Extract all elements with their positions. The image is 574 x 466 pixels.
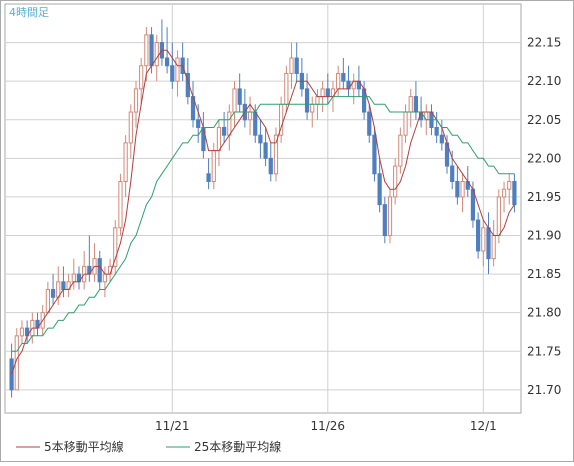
candle-up <box>403 111 408 136</box>
candle-down <box>97 258 102 283</box>
candle-down <box>206 173 211 182</box>
candle-up <box>211 150 216 182</box>
candle-down <box>294 57 299 74</box>
candle-up <box>387 196 393 237</box>
y-tick-label: 21.80 <box>527 306 561 320</box>
candle-up <box>501 188 507 198</box>
candle-down <box>341 72 346 82</box>
candle-up <box>102 273 108 283</box>
candle-down <box>512 180 517 206</box>
candle-down <box>486 227 491 260</box>
y-axis-ticks: 22.15 22.10 22.05 22.00 21.95 21.90 21.85 21.80… <box>527 36 561 397</box>
candle-up <box>216 126 222 152</box>
ma25-line <box>11 96 515 352</box>
y-tick-label: 21.90 <box>527 229 561 243</box>
candle-down <box>476 219 481 252</box>
candle-up <box>45 289 50 314</box>
candle-up <box>496 196 501 237</box>
candle-up <box>247 111 253 121</box>
candle-down <box>61 281 66 291</box>
candle-down <box>196 119 201 128</box>
candle-down <box>50 289 56 298</box>
candle-down <box>170 65 175 82</box>
candle-down <box>253 111 258 136</box>
candle-up <box>481 227 486 252</box>
candle-up <box>71 273 76 283</box>
plot-area <box>4 3 522 414</box>
legend-label: 5本移動平均線 <box>44 439 124 454</box>
candle-down <box>258 134 263 144</box>
candle-down <box>450 165 455 182</box>
candle-up <box>289 57 294 74</box>
candle-down <box>222 126 227 136</box>
candle-down <box>164 57 170 67</box>
candle-up <box>336 72 341 90</box>
ma5-line <box>11 49 515 375</box>
candle-up <box>113 227 118 267</box>
candle-up <box>154 42 159 67</box>
candle-down <box>263 142 268 159</box>
candle-down <box>149 34 154 67</box>
candle-down <box>237 88 242 105</box>
candle-up <box>398 134 403 167</box>
candle-down <box>367 111 372 136</box>
y-tick-label: 22.05 <box>527 113 561 127</box>
candle-up <box>118 180 123 229</box>
x-tick-label: 11/26 <box>310 419 345 433</box>
candle-up <box>175 57 180 82</box>
legend-label: 25本移動平均線 <box>194 439 281 454</box>
candle-down <box>372 134 377 175</box>
candle-down <box>9 358 14 391</box>
x-tick-label: 11/21 <box>155 419 190 433</box>
candle-up <box>128 111 133 144</box>
candle-up <box>133 88 139 113</box>
candle-up <box>408 96 413 113</box>
candle-up <box>227 111 232 136</box>
candle-up <box>284 72 289 105</box>
candle-down <box>325 88 330 98</box>
legend: 5本移動平均線 25本移動平均線 <box>16 439 281 454</box>
candle-down <box>304 88 310 113</box>
candle-down <box>382 204 387 237</box>
candle-down <box>455 180 460 198</box>
candle-up <box>491 235 496 260</box>
moving-average-layer <box>11 49 515 375</box>
candle-down <box>413 96 419 113</box>
y-tick-label: 22.10 <box>527 74 561 88</box>
y-tick-label: 21.95 <box>527 190 561 204</box>
candle-up <box>310 103 315 113</box>
candle-up <box>144 34 149 67</box>
candle-down <box>434 126 439 136</box>
candle-down <box>377 173 382 206</box>
y-tick-label: 22.00 <box>527 151 561 165</box>
candle-up <box>273 134 279 175</box>
candle-up <box>320 88 325 98</box>
grid-layer <box>5 4 521 413</box>
candle-down <box>268 157 273 175</box>
candle-up <box>507 180 512 190</box>
y-tick-label: 21.70 <box>527 383 561 397</box>
candle-down <box>439 134 444 144</box>
candle-up <box>315 96 320 105</box>
y-tick-label: 21.75 <box>527 344 561 358</box>
y-tick-label: 21.85 <box>527 267 561 281</box>
candle-up <box>393 165 398 198</box>
y-tick-label: 22.15 <box>527 36 561 50</box>
x-tick-label: 12/1 <box>470 419 497 433</box>
candle-up <box>19 327 25 337</box>
candle-up <box>232 88 237 113</box>
candle-up <box>460 180 465 198</box>
candle-up <box>123 142 128 182</box>
chart-title: 4時間足 <box>9 6 49 19</box>
candle-up <box>139 65 144 90</box>
